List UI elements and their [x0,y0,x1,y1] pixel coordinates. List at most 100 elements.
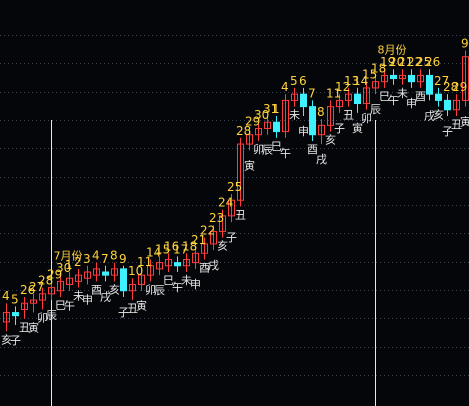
candle-body-down [390,74,397,80]
candle-day-label: 10 [128,264,143,278]
candle-day-label: 9 [119,252,127,266]
candle-branch-label: 申 [406,97,417,110]
candle-body-up [210,230,217,245]
candle-day-label: 13 [344,74,359,88]
candle-body-down [408,74,415,83]
candle-branch-label: 丑 [19,321,30,334]
candle-day-label: 18 [371,61,386,75]
candle-body-up [129,283,136,292]
month-marker-label: 7月份 [54,249,83,262]
candle-day-label: 1 [65,258,73,272]
candle-branch-label: 巳 [271,140,282,153]
candle-body-up [201,243,208,254]
candle-day-label: 21 [191,233,206,247]
candle-body-up [30,299,37,304]
candle-branch-label: 巳 [163,274,174,287]
candle-day-label: 22 [200,224,215,238]
candle-body-down [426,74,433,95]
candle-day-label: 11 [326,86,341,100]
candle-body-up [228,199,235,217]
candle-body-up [264,121,271,129]
candle-body-down [435,93,442,101]
candle-body-down [174,262,181,267]
month-markers: 7月份 8月份 [51,43,407,406]
candle-body-up [75,274,82,282]
candle-body-up [39,293,46,301]
candle-body-down [273,121,280,133]
candle-branch-label: 辰 [370,103,381,116]
candle-branch-label: 丑 [343,109,354,122]
candle-day-label: 8 [317,105,325,119]
candle-body-up [336,99,343,108]
candle-body-down [120,268,127,292]
candle-branch-label: 亥 [109,282,120,296]
candle-branch-label: 子 [10,334,21,347]
candles [3,50,469,332]
candle-branch-label: 巳 [379,90,390,103]
candle-day-label: 28 [38,274,53,288]
candle-day-label: 29 [245,114,260,128]
candle-branch-label: 戌 [100,290,111,303]
candle-day-label: 30 [56,261,71,275]
candle-branch-label: 申 [82,293,93,306]
candle-body-down [12,312,19,317]
candle-day-label: 7 [308,86,316,100]
candle-day-label: 4 [281,80,289,94]
candle-day-label: 7 [101,252,109,266]
candle-branch-label: 卯 [361,112,372,125]
candle-day-label: 31 [263,102,278,116]
candle-branch-label: 未 [289,109,300,122]
candle-day-label: 3 [83,252,91,266]
candle-body-up [327,106,334,126]
candle-body-up [291,93,298,101]
candle-branch-label: 子 [442,125,453,138]
candle-branch-label: 卯 [145,283,156,296]
candle-branch-label: 未 [73,290,84,303]
candle-body-up [237,143,244,201]
candle-day-label: 20 [389,55,404,69]
candle-branch-label: 亥 [217,239,228,253]
candle-body-up [453,99,460,111]
candle-day-label: 26 [425,55,440,69]
candle-branch-label: 寅 [136,299,147,313]
candle-day-label: 15 [155,242,170,256]
candle-branch-label: 巳 [55,299,66,312]
candle-day-label: 11 [137,255,152,269]
candle-day-label: 2 [74,255,82,269]
candle-body-up [255,127,262,136]
candle-branch-label: 未 [397,87,408,100]
candle-day-label: 23 [209,211,224,225]
candle-branch-label: 丑 [451,118,462,131]
candle-day-label: 29 [452,80,467,94]
candle-body-up [381,74,388,83]
candle-day-label: 4 [2,289,10,303]
candle-labels: 4亥5子26丑27寅28卯29辰30巳1午2未3申4酉7戌8亥9子10丑11寅1… [1,36,469,347]
candle-body-up [372,81,379,89]
candle-body-up [48,287,55,295]
candle-body-down [300,93,307,108]
candle-branch-label: 午 [172,281,183,294]
candle-day-label: 28 [236,124,251,138]
candle-body-up [21,302,28,310]
candle-branch-label: 酉 [199,262,210,275]
candle-body-up [192,252,199,264]
candle-branch-label: 戌 [424,109,435,122]
candle-body-up [318,124,325,136]
candle-day-label: 14 [146,246,161,260]
candle-body-down [102,271,109,276]
candle-day-label: 17 [173,242,188,256]
candle-body-up [93,268,100,276]
candle-branch-label: 酉 [307,143,318,156]
candle-body-up [183,259,190,267]
candle-day-label: 15 [362,68,377,82]
candle-branch-label: 酉 [415,90,426,103]
candle-body-up [66,277,73,285]
candle-day-label: 22 [407,55,422,69]
candle-branch-label: 未 [181,274,192,287]
candle-branch-label: 亥 [1,332,12,346]
candle-body-up [156,262,163,270]
candle-body-up [111,268,118,276]
candle-branch-label: 亥 [325,133,336,147]
